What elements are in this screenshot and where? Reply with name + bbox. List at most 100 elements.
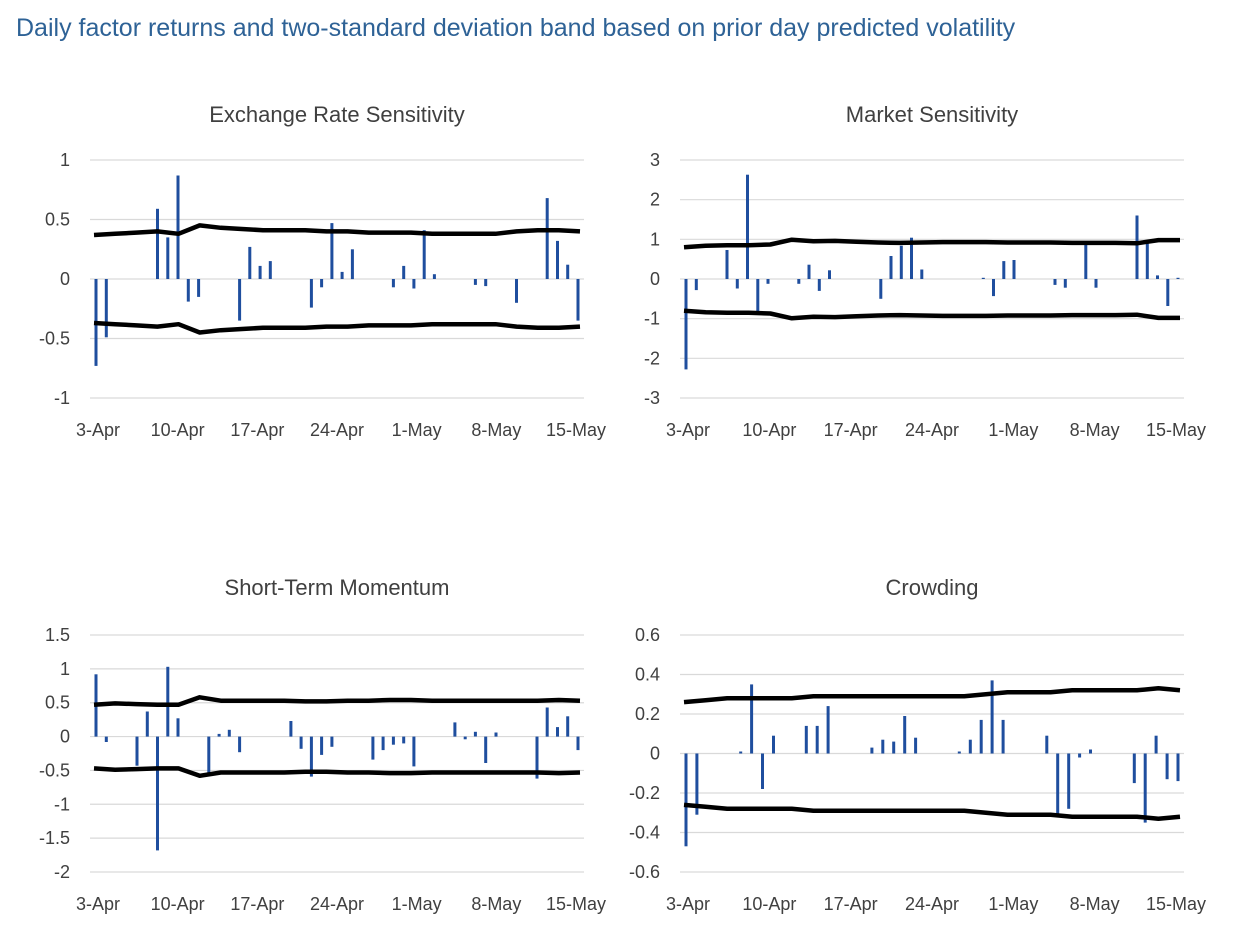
factor-return-bar	[463, 736, 467, 740]
factor-return-bar	[391, 736, 395, 745]
chart-title: Market Sensitivity	[846, 102, 1018, 127]
lower-band-line	[683, 308, 1180, 321]
x-tick-label: 10-Apr	[742, 894, 796, 914]
factor-return-bar	[1067, 753, 1071, 809]
factor-return-bar	[299, 736, 303, 749]
factor-return-bar	[166, 666, 170, 737]
y-tick-label: 1	[650, 229, 660, 249]
y-tick-label: -1	[54, 388, 70, 408]
factor-return-bar	[156, 736, 159, 851]
factor-return-bar	[746, 174, 749, 279]
x-tick-label: 24-Apr	[310, 894, 364, 914]
x-tick-label: 24-Apr	[905, 894, 959, 914]
factor-return-bar	[1002, 261, 1006, 279]
factor-return-bar	[1166, 279, 1170, 306]
y-tick-label: 0.4	[635, 665, 660, 685]
factor-return-bar	[1135, 215, 1139, 279]
factor-return-bar	[135, 736, 139, 766]
factor-return-bar	[556, 727, 559, 737]
factor-return-bar	[576, 736, 580, 751]
factor-return-bar	[1063, 279, 1067, 288]
x-tick-label: 3-Apr	[76, 420, 120, 440]
y-tick-label: 3	[650, 150, 660, 170]
factor-return-bar	[156, 208, 159, 279]
factor-return-bar	[1078, 753, 1082, 758]
factor-return-bar	[910, 237, 913, 279]
x-tick-label: 3-Apr	[666, 894, 710, 914]
factor-return-bar	[979, 719, 983, 754]
factor-return-bar	[684, 279, 688, 370]
factor-return-bar	[515, 279, 518, 303]
factor-return-bar	[684, 753, 688, 847]
factor-return-bar	[258, 265, 262, 279]
x-tick-label: 17-Apr	[230, 420, 284, 440]
factor-return-bar	[207, 736, 211, 774]
factor-return-bar	[766, 279, 770, 284]
x-tick-label: 15-May	[1146, 420, 1206, 440]
lower-band-line	[683, 802, 1181, 821]
chart-panel: Market Sensitivity 3 2 1 0 -1 -2 -3 3-Apr 10-Apr 1…	[644, 102, 1206, 440]
factor-return-bar	[197, 279, 201, 297]
y-tick-label: 1	[60, 659, 70, 679]
factor-return-bar	[1176, 277, 1180, 279]
factor-return-bar	[903, 716, 907, 754]
factor-return-bar	[176, 718, 180, 737]
factor-return-bar	[1089, 749, 1092, 754]
factor-return-bar	[330, 223, 334, 279]
lower-band-line	[93, 320, 581, 335]
chart-title: Short-Term Momentum	[225, 575, 450, 600]
factor-return-bar	[804, 725, 808, 754]
factor-return-bar	[238, 736, 242, 753]
factor-return-bar	[695, 753, 699, 815]
factor-return-bar	[309, 279, 313, 308]
y-tick-label: 0	[60, 269, 70, 289]
chart-title: Crowding	[886, 575, 979, 600]
upper-band-line	[93, 695, 581, 707]
factor-return-bar	[914, 737, 918, 754]
x-tick-label: 17-Apr	[824, 420, 878, 440]
factor-return-bar	[309, 736, 313, 777]
factor-return-bar	[1143, 753, 1147, 823]
factor-return-bar	[545, 707, 549, 737]
x-tick-label: 17-Apr	[824, 894, 878, 914]
factor-return-bar	[453, 722, 457, 737]
factor-return-bar	[145, 711, 149, 737]
chart-panel: Exchange Rate Sensitivity 1 0.5 0 -0.5 -1 3-Ap…	[39, 102, 606, 440]
factor-return-bar	[1084, 242, 1088, 279]
x-tick-label: 3-Apr	[666, 420, 710, 440]
x-tick-label: 1-May	[988, 894, 1038, 914]
factor-return-bar	[826, 706, 830, 754]
factor-return-bar	[920, 269, 924, 279]
x-tick-label: 3-Apr	[76, 894, 120, 914]
y-tick-label: -1	[54, 794, 70, 814]
factor-return-bar	[248, 246, 252, 279]
factor-return-bar	[1176, 753, 1180, 782]
factor-return-bar	[756, 279, 760, 313]
factor-return-bar	[899, 245, 903, 279]
factor-return-bar	[1056, 753, 1060, 815]
factor-return-bar	[545, 198, 549, 279]
page-title: Daily factor returns and two-standard de…	[16, 14, 1016, 42]
y-tick-label: -2	[644, 348, 660, 368]
y-tick-label: -3	[644, 388, 660, 408]
factor-return-bar	[381, 736, 385, 751]
factor-return-bar	[484, 279, 488, 287]
factor-return-bar	[104, 279, 108, 338]
factor-return-bar	[889, 256, 893, 279]
y-tick-label: 1.5	[45, 625, 70, 645]
factor-return-bar	[484, 736, 488, 763]
factor-return-bar	[739, 751, 743, 754]
x-tick-label: 8-May	[1070, 420, 1120, 440]
y-tick-label: 0.2	[635, 704, 660, 724]
factor-return-bar	[1145, 242, 1149, 279]
upper-band-line	[683, 686, 1181, 705]
factor-return-bar	[1165, 753, 1169, 780]
y-tick-label: -1	[644, 309, 660, 329]
factor-return-bar	[350, 249, 354, 280]
x-tick-label: 8-May	[471, 894, 521, 914]
factor-return-bar	[957, 751, 961, 754]
factor-return-bar	[402, 265, 406, 279]
factor-return-bar	[981, 277, 985, 279]
factor-return-bar	[217, 733, 221, 737]
factor-return-bar	[556, 240, 559, 279]
